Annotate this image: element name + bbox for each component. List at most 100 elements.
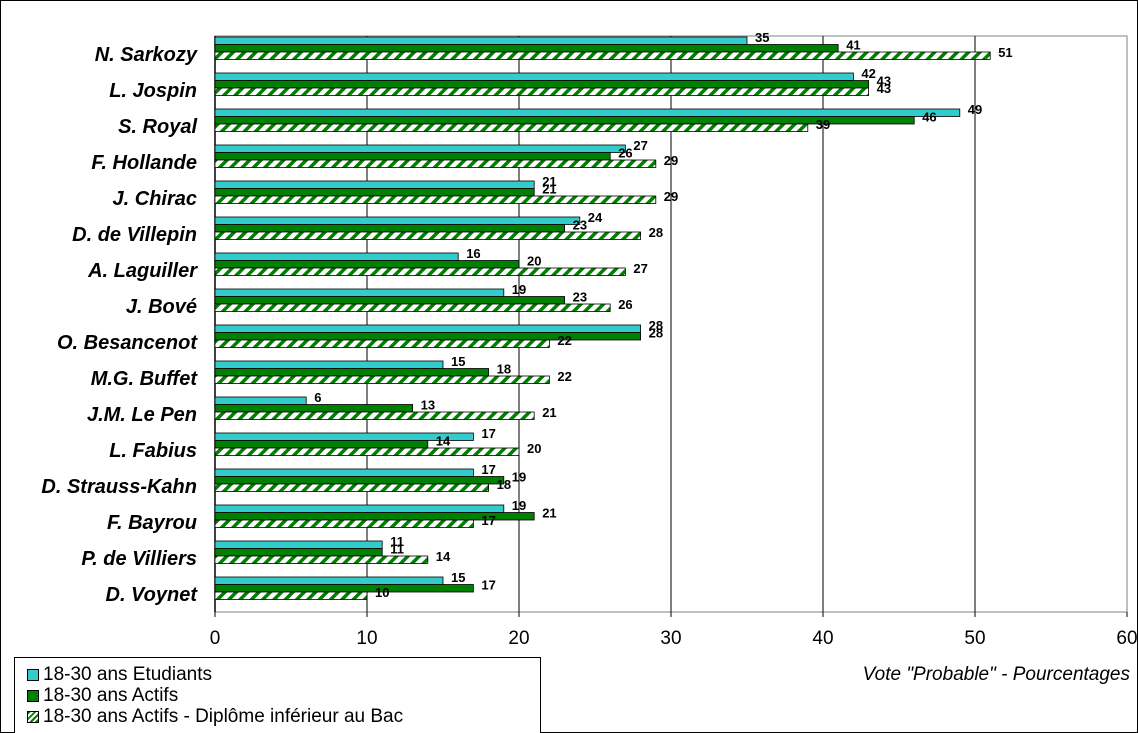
bar-18-30-ans-etudiants-j-m-le-pen: [214, 396, 307, 405]
bar-18-30-ans-actifs-diplome-inferieur-au-bac-m-g-buffet: [214, 375, 550, 384]
bar-18-30-ans-etudiants-p-de-villiers: [214, 540, 383, 549]
data-label-18-30-ans-actifs-diplome-inferieur-au-bac-a-laguiller: 27: [633, 261, 647, 276]
legend: 18-30 ans Etudiants 18-30 ans Actifs 18-…: [14, 657, 541, 733]
category-label-j-m-le-pen: J.M. Le Pen: [87, 404, 197, 426]
x-tick-label: 20: [508, 628, 529, 649]
legend-swatch-actifs: [27, 689, 39, 702]
legend-item-actifs-diplome: 18-30 ans Actifs - Diplôme inférieur au …: [27, 706, 540, 727]
legend-item-actifs: 18-30 ans Actifs: [27, 685, 540, 706]
legend-swatch-etudiants: [27, 668, 39, 681]
data-label-18-30-ans-actifs-diplome-inferieur-au-bac-d-strauss-kahn: 18: [497, 477, 511, 492]
data-label-18-30-ans-actifs-d-strauss-kahn: 19: [512, 470, 526, 485]
category-label-s-royal: S. Royal: [118, 116, 197, 138]
bar-18-30-ans-etudiants-f-bayrou: [214, 504, 505, 513]
data-label-18-30-ans-actifs-n-sarkozy: 41: [846, 38, 860, 53]
x-tick-label: 10: [356, 628, 377, 649]
category-label-j-bove: J. Bové: [126, 296, 197, 318]
data-label-18-30-ans-actifs-f-bayrou: 21: [542, 506, 556, 521]
category-label-p-de-villiers: P. de Villiers: [81, 548, 197, 570]
legend-swatch-actifs-diplome: [27, 710, 39, 723]
bar-18-30-ans-actifs-diplome-inferieur-au-bac-f-bayrou: [214, 519, 474, 528]
data-label-18-30-ans-actifs-diplome-inferieur-au-bac-j-m-le-pen: 21: [542, 405, 556, 420]
bar-18-30-ans-etudiants-s-royal: [214, 108, 961, 117]
category-label-d-de-villepin: D. de Villepin: [72, 224, 197, 246]
bar-18-30-ans-actifs-o-besancenot: [214, 332, 642, 341]
data-label-18-30-ans-etudiants-s-royal: 49: [968, 102, 982, 117]
data-label-18-30-ans-actifs-l-jospin: 43: [877, 74, 891, 89]
bar-18-30-ans-actifs-j-chirac: [214, 188, 535, 197]
data-label-18-30-ans-etudiants-d-voynet: 15: [451, 570, 465, 585]
bar-18-30-ans-etudiants-l-jospin: [214, 72, 854, 81]
data-label-18-30-ans-actifs-f-hollande: 26: [618, 146, 632, 161]
bar-18-30-ans-etudiants-n-sarkozy: [214, 36, 748, 45]
bar-18-30-ans-actifs-diplome-inferieur-au-bac-j-bove: [214, 303, 611, 312]
x-tick-label: 0: [210, 628, 221, 649]
bar-18-30-ans-actifs-diplome-inferieur-au-bac-n-sarkozy: [214, 51, 991, 60]
category-label-d-voynet: D. Voynet: [106, 584, 199, 606]
data-label-18-30-ans-actifs-d-de-villepin: 23: [573, 218, 587, 233]
data-label-18-30-ans-actifs-a-laguiller: 20: [527, 254, 541, 269]
category-label-f-hollande: F. Hollande: [91, 152, 197, 174]
data-label-18-30-ans-actifs-j-chirac: 21: [542, 182, 556, 197]
data-label-18-30-ans-actifs-diplome-inferieur-au-bac-f-bayrou: 17: [481, 513, 495, 528]
legend-label-actifs: 18-30 ans Actifs: [43, 685, 179, 706]
data-label-18-30-ans-etudiants-n-sarkozy: 35: [755, 30, 769, 45]
category-label-d-strauss-kahn: D. Strauss-Kahn: [41, 476, 197, 498]
data-label-18-30-ans-actifs-d-voynet: 17: [481, 578, 495, 593]
data-label-18-30-ans-actifs-o-besancenot: 28: [649, 326, 663, 341]
data-label-18-30-ans-actifs-diplome-inferieur-au-bac-s-royal: 39: [816, 117, 830, 132]
data-label-18-30-ans-actifs-diplome-inferieur-au-bac-o-besancenot: 22: [557, 333, 571, 348]
bar-18-30-ans-actifs-diplome-inferieur-au-bac-d-voynet: [214, 591, 368, 600]
bar-18-30-ans-actifs-diplome-inferieur-au-bac-j-chirac: [214, 195, 657, 204]
bar-18-30-ans-etudiants-a-laguiller: [214, 252, 459, 261]
bar-18-30-ans-actifs-diplome-inferieur-au-bac-l-fabius: [214, 447, 520, 456]
data-label-18-30-ans-etudiants-j-chirac: 21: [542, 174, 556, 189]
category-label-a-laguiller: A. Laguiller: [87, 260, 198, 282]
bar-18-30-ans-actifs-l-jospin: [214, 80, 869, 89]
data-label-18-30-ans-actifs-p-de-villiers: 11: [390, 542, 404, 557]
x-tick-label: 50: [964, 628, 985, 649]
category-label-n-sarkozy: N. Sarkozy: [95, 44, 198, 66]
data-label-18-30-ans-actifs-diplome-inferieur-au-bac-l-jospin: 43: [877, 81, 891, 96]
data-label-18-30-ans-etudiants-j-m-le-pen: 6: [314, 390, 321, 405]
x-axis-title: Vote "Probable" - Pourcentages: [862, 664, 1130, 685]
data-label-18-30-ans-actifs-j-bove: 23: [573, 290, 587, 305]
category-label-f-bayrou: F. Bayrou: [107, 512, 197, 534]
data-label-18-30-ans-actifs-diplome-inferieur-au-bac-f-hollande: 29: [664, 153, 678, 168]
bar-18-30-ans-actifs-diplome-inferieur-au-bac-d-strauss-kahn: [214, 483, 490, 492]
bar-18-30-ans-etudiants-j-chirac: [214, 180, 535, 189]
data-label-18-30-ans-etudiants-l-jospin: 42: [861, 66, 875, 81]
bar-18-30-ans-etudiants-f-hollande: [214, 144, 626, 153]
bar-18-30-ans-etudiants-j-bove: [214, 288, 505, 297]
x-tick-label: 40: [812, 628, 833, 649]
bar-18-30-ans-actifs-p-de-villiers: [214, 548, 383, 557]
bar-18-30-ans-actifs-n-sarkozy: [214, 44, 839, 53]
data-label-18-30-ans-actifs-s-royal: 46: [922, 110, 936, 125]
category-label-o-besancenot: O. Besancenot: [57, 332, 198, 354]
data-label-18-30-ans-etudiants-j-bove: 19: [512, 282, 526, 297]
bar-18-30-ans-actifs-d-voynet: [214, 584, 474, 593]
data-label-18-30-ans-etudiants-f-bayrou: 19: [512, 498, 526, 513]
category-label-l-jospin: L. Jospin: [109, 80, 197, 102]
bar-18-30-ans-actifs-d-strauss-kahn: [214, 476, 505, 485]
bar-18-30-ans-actifs-diplome-inferieur-au-bac-f-hollande: [214, 159, 657, 168]
data-label-18-30-ans-actifs-diplome-inferieur-au-bac-d-voynet: 10: [375, 585, 389, 600]
data-label-18-30-ans-actifs-diplome-inferieur-au-bac-l-fabius: 20: [527, 441, 541, 456]
bar-18-30-ans-actifs-diplome-inferieur-au-bac-p-de-villiers: [214, 555, 429, 564]
bar-18-30-ans-actifs-d-de-villepin: [214, 224, 566, 233]
legend-label-actifs-diplome: 18-30 ans Actifs - Diplôme inférieur au …: [43, 706, 404, 727]
x-tick-label: 60: [1116, 628, 1137, 649]
data-label-18-30-ans-actifs-diplome-inferieur-au-bac-j-bove: 26: [618, 297, 632, 312]
bar-18-30-ans-actifs-diplome-inferieur-au-bac-d-de-villepin: [214, 231, 642, 240]
data-label-18-30-ans-etudiants-a-laguiller: 16: [466, 246, 480, 261]
data-label-18-30-ans-actifs-l-fabius: 14: [436, 434, 451, 449]
data-label-18-30-ans-actifs-diplome-inferieur-au-bac-n-sarkozy: 51: [998, 45, 1012, 60]
bar-18-30-ans-actifs-diplome-inferieur-au-bac-a-laguiller: [214, 267, 626, 276]
legend-label-etudiants: 18-30 ans Etudiants: [43, 664, 213, 685]
bar-18-30-ans-etudiants-d-de-villepin: [214, 216, 581, 225]
data-label-18-30-ans-etudiants-m-g-buffet: 15: [451, 354, 465, 369]
data-label-18-30-ans-actifs-diplome-inferieur-au-bac-d-de-villepin: 28: [649, 225, 663, 240]
bar-18-30-ans-etudiants-o-besancenot: [214, 324, 642, 333]
data-label-18-30-ans-etudiants-l-fabius: 17: [481, 426, 495, 441]
